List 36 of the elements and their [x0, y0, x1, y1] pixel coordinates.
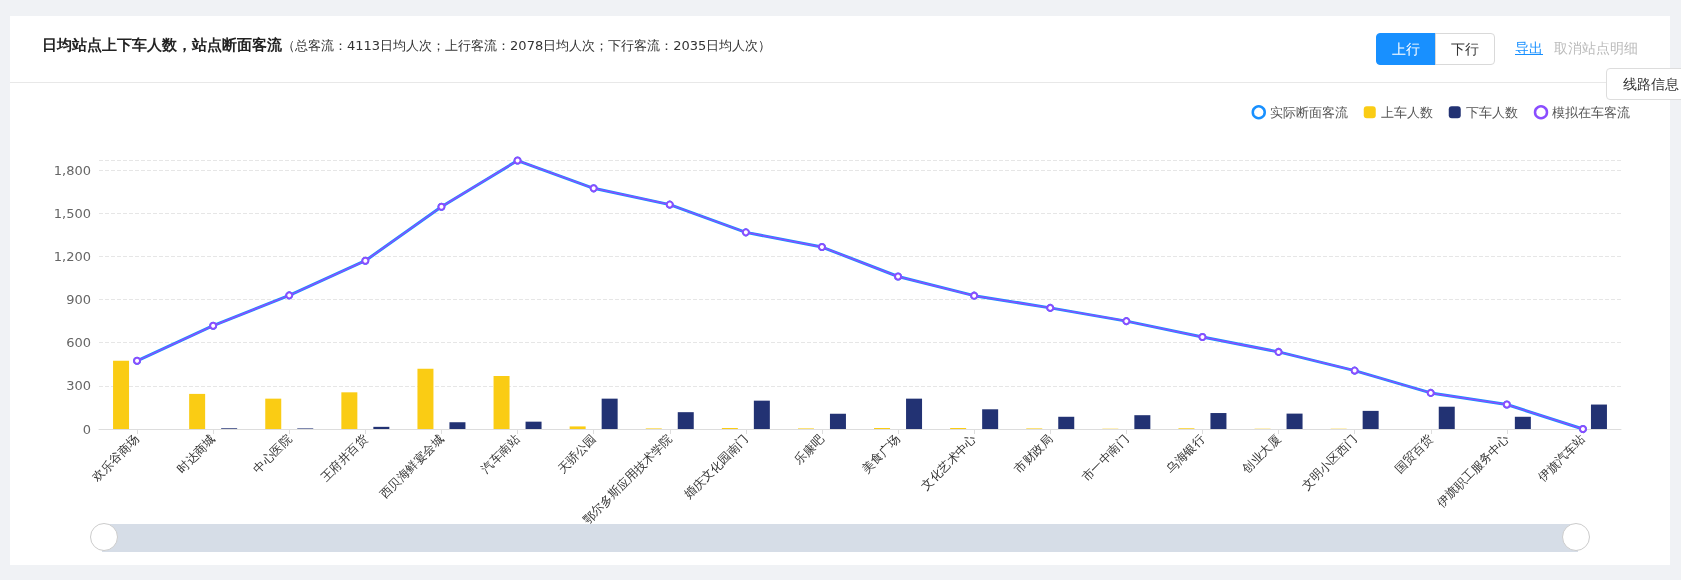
legend-label: 模拟在车客流 — [1552, 104, 1630, 120]
x-tick-label: 美食广场 — [859, 432, 903, 476]
x-tick-label: 文化艺术中心 — [918, 432, 980, 493]
legend-label: 下车人数 — [1465, 104, 1518, 120]
y-tick-label: 300 — [66, 378, 91, 394]
y-tick-label: 900 — [66, 292, 91, 308]
legend-label: 上车人数 — [1380, 104, 1433, 120]
x-tick-label: 文明小区西门 — [1298, 432, 1360, 493]
text: 下行 — [1435, 33, 1495, 65]
legend-label: 实际断面客流 — [1269, 104, 1348, 120]
x-tick-label: 伊旗职工服务中心 — [1434, 432, 1512, 510]
x-tick-label: 伊旗汽车站 — [1535, 432, 1588, 485]
x-tick-label: 婚庆文化园南门 — [681, 432, 751, 502]
y-tick-label: 1,800 — [53, 162, 91, 178]
x-tick-label: 市一中南门 — [1078, 432, 1132, 485]
x-tick-label: 乌海银行 — [1163, 432, 1208, 476]
y-tick-label: 600 — [66, 335, 91, 351]
x-tick-label: 天骄公园 — [554, 432, 599, 476]
x-tick-label: 汽车南站 — [478, 432, 523, 476]
x-tick-label: 国贸百货 — [1391, 432, 1436, 476]
x-tick-label: 西贝海鲜宴会城 — [377, 432, 447, 502]
x-tick-label: 中心医院 — [250, 432, 295, 476]
x-tick-label: 乐康吧 — [791, 432, 827, 468]
text: 导出 — [1515, 40, 1543, 58]
y-tick-label: 1,500 — [53, 205, 91, 221]
x-tick-label: 创业大厦 — [1239, 432, 1284, 476]
y-tick-label: 0 — [82, 421, 91, 437]
y-tick-label: 1,200 — [53, 248, 91, 264]
x-tick-label: 王府井百货 — [317, 432, 371, 485]
chart-subtitle: （总客流：4113日均人次；上行客流：2078日均人次；下行客流：2035日均人次） — [282, 38, 772, 53]
x-tick-label: 欢乐谷商场 — [89, 432, 142, 485]
x-tick-label: 市财政局 — [1011, 432, 1056, 476]
text: 取消站点明细 — [1554, 40, 1638, 58]
x-tick-label: 时达商城 — [174, 432, 219, 476]
text: 线路信息 — [1606, 68, 1681, 100]
text: 上行 — [1376, 33, 1436, 65]
